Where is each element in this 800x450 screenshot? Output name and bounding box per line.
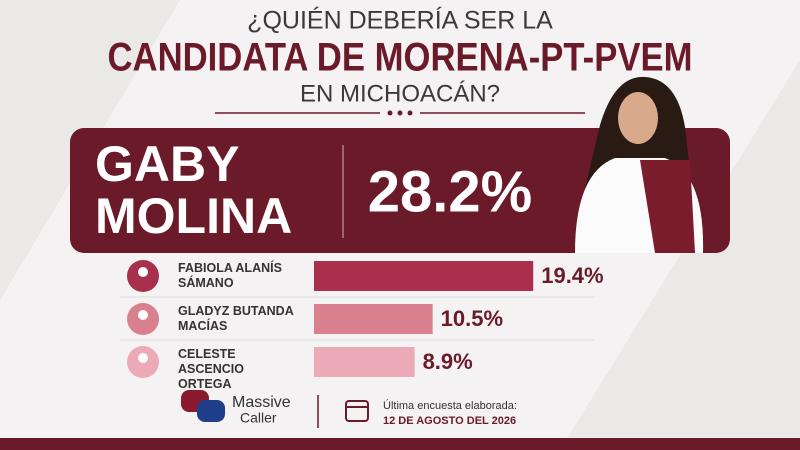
brand: Caller (240, 410, 277, 426)
lead-name: GABY MOLINA (95, 136, 293, 244)
bg-shape (560, 60, 800, 450)
bar (314, 347, 415, 377)
avatar-head (138, 267, 148, 277)
date: 12 DE AGOSTO DEL 2026 (383, 415, 516, 427)
avatar-head (138, 310, 148, 320)
lead-box (70, 128, 730, 253)
title-line: ¿QUIÉN DEBERÍA SER LA (247, 6, 553, 35)
brand: Massive (232, 394, 291, 411)
logo (181, 390, 225, 422)
candidate-name: GLADYZ BUTANDA MACÍAS (178, 304, 294, 333)
note: Última encuesta elaborada: (383, 399, 517, 412)
bottom-band (0, 438, 800, 450)
bar (314, 261, 534, 291)
lead-value: 28.2% (368, 159, 532, 224)
title-line: EN MICHOACÁN? (300, 80, 500, 107)
bar (314, 304, 433, 334)
value-label: 10.5% (441, 306, 503, 331)
value-label: 8.9% (423, 349, 473, 374)
photo (575, 76, 704, 253)
avatar-head (138, 353, 148, 363)
candidate-name: FABIOLA ALANÍS SÁMANO (178, 261, 282, 290)
dot (387, 110, 393, 116)
dot (397, 110, 403, 116)
value-label: 19.4% (541, 263, 603, 288)
calendar-icon (345, 400, 369, 422)
title-main: CANDIDATA DE MORENA-PT-PVEM (108, 36, 693, 80)
dot (407, 110, 413, 116)
candidate-name: CELESTE ASCENCIO ORTEGA (178, 347, 244, 391)
